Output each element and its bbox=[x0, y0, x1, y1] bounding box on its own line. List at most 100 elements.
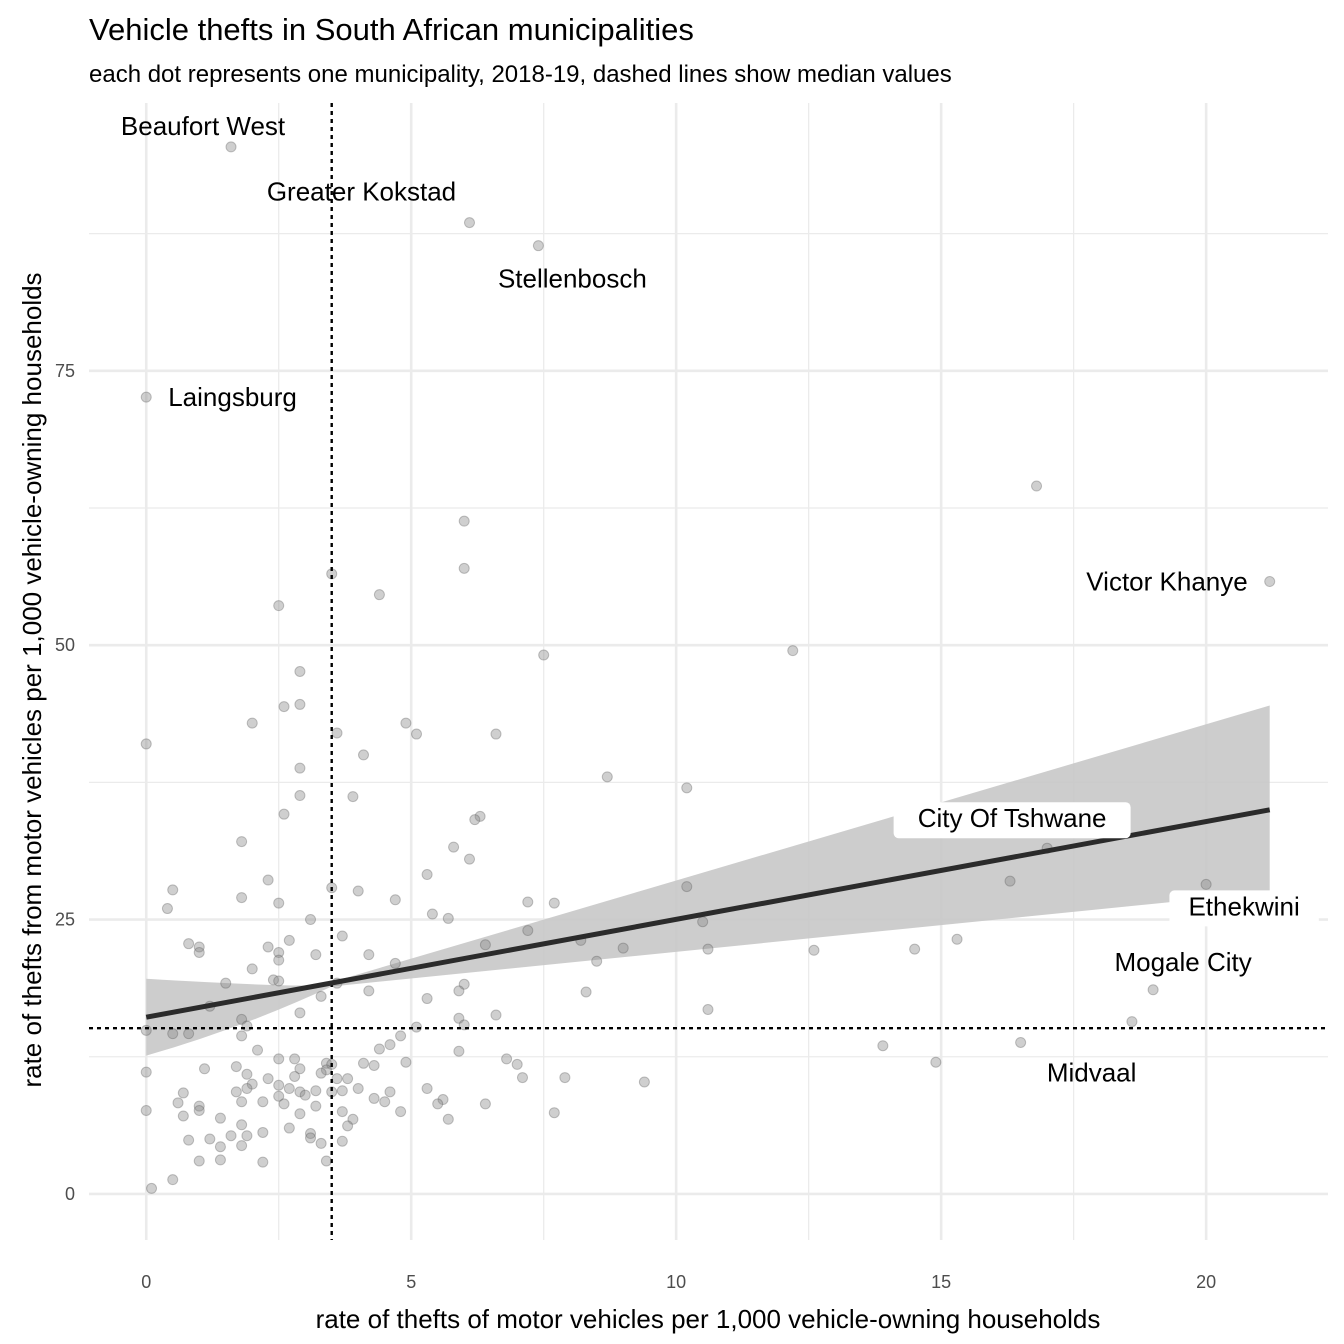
data-point bbox=[909, 943, 921, 955]
data-point bbox=[511, 1058, 523, 1070]
data-point bbox=[384, 1086, 396, 1098]
data-point bbox=[681, 881, 693, 893]
data-point bbox=[140, 1104, 152, 1116]
data-point bbox=[236, 1140, 248, 1152]
data-point bbox=[225, 141, 237, 153]
data-point bbox=[140, 391, 152, 403]
x-tick-label: 15 bbox=[931, 1272, 951, 1292]
data-point bbox=[379, 1096, 391, 1108]
data-point bbox=[273, 897, 285, 909]
data-point bbox=[273, 1079, 285, 1091]
data-point bbox=[358, 1057, 370, 1069]
data-point bbox=[538, 649, 550, 661]
data-point bbox=[352, 1083, 364, 1095]
data-point bbox=[522, 925, 534, 937]
x-tick-label: 5 bbox=[406, 1272, 416, 1292]
data-point bbox=[273, 954, 285, 966]
data-point bbox=[273, 600, 285, 612]
data-point bbox=[697, 916, 709, 928]
data-point bbox=[681, 782, 693, 794]
data-point bbox=[262, 1073, 274, 1085]
data-point bbox=[273, 946, 285, 958]
data-point bbox=[479, 939, 491, 951]
data-point bbox=[315, 1067, 327, 1079]
data-point bbox=[289, 1053, 301, 1065]
data-point bbox=[283, 1122, 295, 1134]
data-point bbox=[368, 1059, 380, 1071]
data-point bbox=[236, 1030, 248, 1042]
data-point bbox=[193, 1104, 205, 1116]
data-point bbox=[1147, 984, 1159, 996]
y-tick-label: 25 bbox=[55, 910, 75, 930]
data-point bbox=[951, 933, 963, 945]
data-point bbox=[1200, 878, 1212, 890]
data-point bbox=[310, 1100, 322, 1112]
data-point bbox=[289, 1070, 301, 1082]
data-point bbox=[230, 1086, 242, 1098]
data-point bbox=[463, 217, 475, 229]
data-point bbox=[930, 1056, 942, 1068]
data-point bbox=[246, 963, 258, 975]
data-points bbox=[140, 141, 1276, 1194]
data-point bbox=[283, 934, 295, 946]
data-point bbox=[278, 1098, 290, 1110]
data-point bbox=[299, 1089, 311, 1101]
data-point bbox=[167, 884, 179, 896]
data-point bbox=[331, 727, 343, 739]
data-point bbox=[373, 589, 385, 601]
x-axis-title: rate of thefts of motor vehicles per 1,0… bbox=[316, 1304, 1101, 1334]
data-point bbox=[490, 728, 502, 740]
y-axis-title: rate of thefts from motor vehicles per 1… bbox=[17, 272, 47, 1087]
data-point bbox=[204, 1133, 216, 1145]
data-point bbox=[214, 1141, 226, 1153]
data-point bbox=[336, 1135, 348, 1147]
data-point bbox=[305, 914, 317, 926]
data-point bbox=[214, 1154, 226, 1166]
data-point bbox=[368, 1092, 380, 1104]
confidence-band bbox=[146, 705, 1270, 1056]
data-point bbox=[448, 841, 460, 853]
data-point bbox=[469, 814, 481, 826]
chart-title: Vehicle thefts in South African municipa… bbox=[89, 12, 694, 47]
point-label: Victor Khanye bbox=[1086, 567, 1247, 597]
data-point bbox=[262, 874, 274, 886]
trend-line bbox=[145, 807, 1271, 1020]
data-point bbox=[363, 949, 375, 961]
data-point bbox=[1015, 1036, 1027, 1048]
data-point bbox=[294, 790, 306, 802]
chart-subtitle: each dot represents one municipality, 20… bbox=[89, 61, 952, 88]
data-point bbox=[591, 955, 603, 967]
data-point bbox=[167, 1174, 179, 1186]
point-label: Greater Kokstad bbox=[267, 177, 456, 207]
label-background bbox=[893, 802, 1131, 839]
data-point bbox=[236, 836, 248, 848]
data-point bbox=[580, 986, 592, 998]
data-point bbox=[199, 1063, 211, 1075]
data-point bbox=[294, 762, 306, 774]
data-point bbox=[702, 1004, 714, 1016]
trend-line bbox=[145, 807, 1271, 1020]
y-tick-label: 0 bbox=[65, 1184, 75, 1204]
data-point bbox=[262, 941, 274, 953]
point-label: Ethekwini bbox=[1188, 891, 1299, 921]
data-point bbox=[358, 749, 370, 761]
data-point bbox=[400, 717, 412, 729]
data-point bbox=[352, 885, 364, 897]
data-point bbox=[241, 1020, 253, 1032]
x-tick-label: 20 bbox=[1196, 1272, 1216, 1292]
data-point bbox=[140, 1066, 152, 1078]
data-point bbox=[347, 791, 359, 803]
point-label: City Of Tshwane bbox=[918, 803, 1107, 833]
data-point bbox=[421, 869, 433, 881]
point-label: Laingsburg bbox=[168, 382, 297, 412]
data-point bbox=[384, 1039, 396, 1051]
data-point bbox=[395, 1030, 407, 1042]
data-point bbox=[246, 1078, 258, 1090]
data-point bbox=[400, 1056, 412, 1068]
data-point bbox=[273, 1090, 285, 1102]
grid-lines bbox=[89, 103, 1328, 1240]
data-point bbox=[241, 1068, 253, 1080]
data-point bbox=[373, 1043, 385, 1055]
data-point bbox=[463, 853, 475, 865]
data-point bbox=[320, 1155, 332, 1167]
